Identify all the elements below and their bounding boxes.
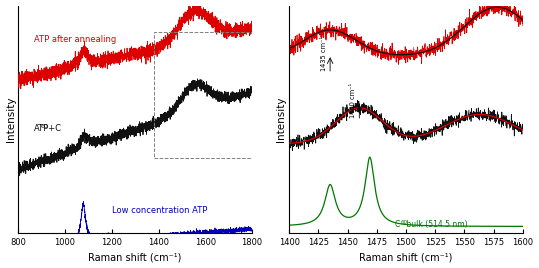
Text: C: C — [395, 220, 399, 229]
X-axis label: Raman shift (cm⁻¹): Raman shift (cm⁻¹) — [88, 252, 182, 262]
Text: 1460 cm⁻¹: 1460 cm⁻¹ — [350, 83, 356, 118]
X-axis label: Raman shift (cm⁻¹): Raman shift (cm⁻¹) — [360, 252, 453, 262]
Text: ATP+C: ATP+C — [33, 124, 61, 133]
Bar — [154, 32, 252, 158]
Y-axis label: Intensity: Intensity — [5, 96, 16, 142]
Text: 1435 cm⁻¹: 1435 cm⁻¹ — [321, 36, 327, 70]
Y-axis label: Intensity: Intensity — [277, 96, 286, 142]
Text: 60: 60 — [40, 124, 48, 129]
Text: bulk (514.5 nm): bulk (514.5 nm) — [404, 220, 467, 229]
Text: 60: 60 — [400, 220, 407, 225]
Text: ATP after annealing: ATP after annealing — [33, 35, 116, 44]
Text: Low concentration ATP: Low concentration ATP — [112, 206, 207, 215]
